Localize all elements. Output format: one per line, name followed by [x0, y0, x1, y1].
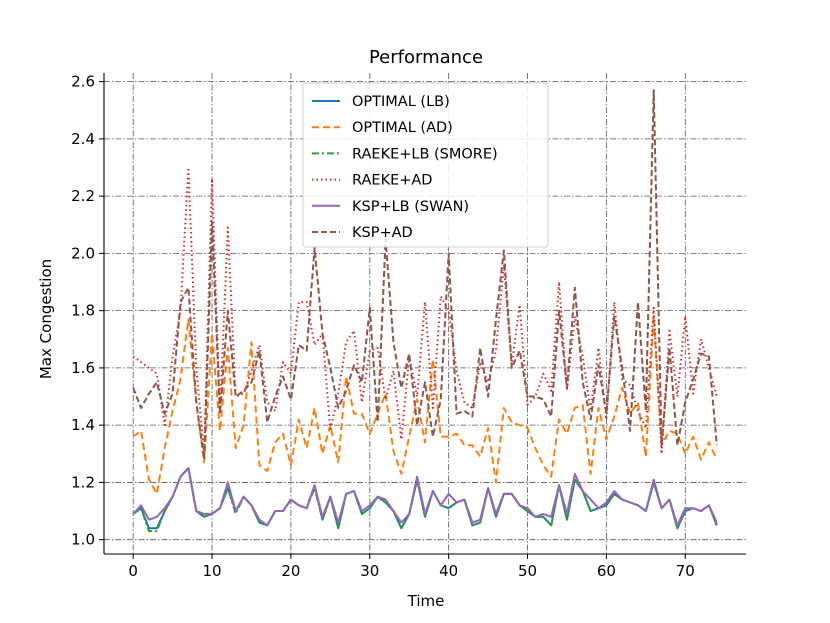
- y-tick-label: 1.8: [71, 302, 95, 320]
- legend-label-6: KSP+AD: [352, 225, 413, 241]
- legend-label-3: RAEKE+LB (SMORE): [352, 146, 498, 162]
- x-tick-label: 70: [676, 562, 695, 580]
- series-line-6: [132, 89, 718, 461]
- axes: [103, 73, 746, 555]
- chart-title: Performance: [369, 47, 483, 68]
- x-tick-label: 20: [281, 562, 300, 580]
- y-tick-label: 1.0: [71, 531, 95, 549]
- legend-label-4: RAEKE+AD: [352, 173, 432, 189]
- x-tick-label: 10: [203, 562, 222, 580]
- x-tick-label: 30: [360, 562, 379, 580]
- legend: OPTIMAL (LB) OPTIMAL (AD) RAEKE+LB (SMORE)…: [302, 82, 549, 248]
- x-axis-label: Time: [407, 592, 445, 610]
- legend-label-1: OPTIMAL (LB): [352, 94, 450, 110]
- series-line-5: [132, 467, 718, 527]
- x-tick-label: 50: [518, 562, 537, 580]
- y-tick-label: 2.2: [71, 187, 95, 205]
- ticks: 0 10 20 30 40 50 60 70 1.0 1.2 1.4 1.6 1.8 2.0 2.2 2.4 2…: [71, 73, 695, 580]
- y-axis-label: Max Congestion: [37, 259, 55, 379]
- legend-label-2: OPTIMAL (AD): [352, 120, 453, 136]
- series-line-2: [132, 315, 718, 495]
- y-tick-label: 1.4: [71, 416, 95, 434]
- series-lines: [132, 89, 718, 533]
- x-tick-label: 40: [439, 562, 458, 580]
- y-tick-label: 1.6: [71, 359, 95, 377]
- x-tick-label: 60: [597, 562, 616, 580]
- legend-label-5: KSP+LB (SWAN): [352, 199, 469, 215]
- legend-box: [302, 82, 549, 248]
- y-tick-label: 2.6: [71, 73, 95, 91]
- y-tick-label: 2.4: [71, 130, 95, 148]
- y-tick-label: 1.2: [71, 473, 95, 491]
- x-tick-label: 0: [128, 562, 138, 580]
- series-line-3: [132, 467, 718, 533]
- y-tick-label: 2.0: [71, 244, 95, 262]
- grid: [104, 73, 746, 554]
